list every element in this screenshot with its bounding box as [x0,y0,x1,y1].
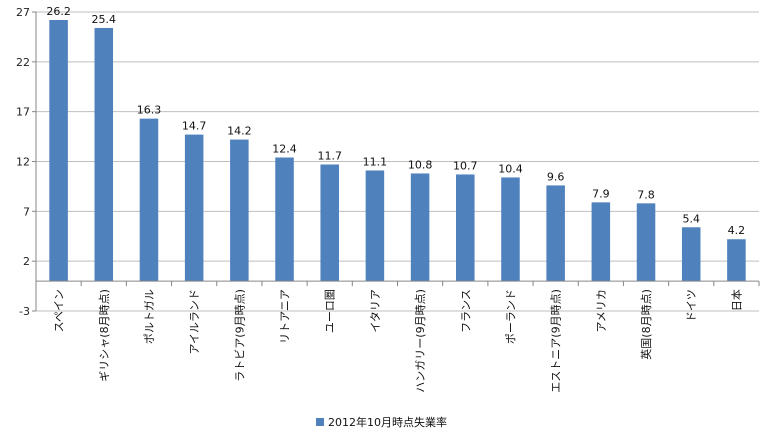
bar [727,239,746,282]
data-label: 4.2 [728,224,746,237]
category-label: アイルランド [188,289,201,354]
legend-label: 2012年10月時点失業率 [328,415,447,429]
category-label: ドイツ [685,289,698,322]
legend: 2012年10月時点失業率 [316,415,447,429]
category-label: ユーロ圏 [324,289,337,333]
y-tick-label: 27 [16,6,30,19]
y-tick-label: 17 [16,106,30,119]
bar [501,177,520,282]
y-tick-label: 2 [23,255,30,268]
data-label: 7.9 [592,187,610,200]
data-label: 12.4 [272,143,297,156]
category-label: ポーランド [504,289,517,344]
category-label: イタリア [369,289,382,333]
bar [184,134,204,282]
category-label: ポルトガル [143,289,156,344]
data-label: 5.4 [682,212,700,225]
bar [410,173,430,282]
category-label: リトアニア [279,289,292,344]
category-label: エストニア(9月時点) [550,289,563,393]
category-label: ギリシャ(8月時点) [98,289,111,382]
bar [591,202,611,282]
data-label: 11.7 [317,149,342,162]
data-label: 9.6 [547,170,565,183]
category-label: ハンガリー(9月時点) [414,289,427,393]
bar [681,227,701,282]
bar [365,170,385,282]
legend-swatch [316,418,324,426]
y-tick-label: -3 [19,305,30,318]
y-tick-label: 22 [16,56,30,69]
y-tick-label: 7 [23,205,30,218]
data-label: 14.7 [182,120,207,133]
data-label: 14.2 [227,125,252,138]
y-tick-label: 12 [16,156,30,169]
data-label: 10.8 [408,158,433,171]
category-labels: スペイン ギリシャ(8月時点) ポルトガル アイルランド ラトビア(9月時点) リトアニア… [53,289,744,393]
bars [49,19,746,282]
data-label: 10.4 [498,162,523,175]
bar [139,118,159,282]
axes [32,11,760,312]
bar [49,19,68,282]
bar [546,185,565,282]
bar [94,27,114,282]
category-label: 英国(8月時点) [639,289,653,360]
bar [636,203,656,282]
category-label: 日本 [729,289,743,311]
data-label: 25.4 [92,13,117,26]
data-labels: 26.2 25.4 16.3 14.7 14.2 12.4 11.7 11.1 10.8 10.7… [46,5,745,237]
bar [320,164,339,282]
category-label: ラトビア(9月時点) [233,289,246,382]
bar [275,157,294,282]
bar [230,139,249,282]
data-label: 26.2 [46,5,71,18]
data-label: 7.8 [637,188,655,201]
data-label: 11.1 [363,155,388,168]
category-label: スペイン [53,289,66,332]
data-label: 16.3 [137,104,162,117]
data-label: 10.7 [453,159,478,172]
bar [456,174,475,282]
category-label: アメリカ [595,289,608,332]
category-label: フランス [459,289,472,333]
